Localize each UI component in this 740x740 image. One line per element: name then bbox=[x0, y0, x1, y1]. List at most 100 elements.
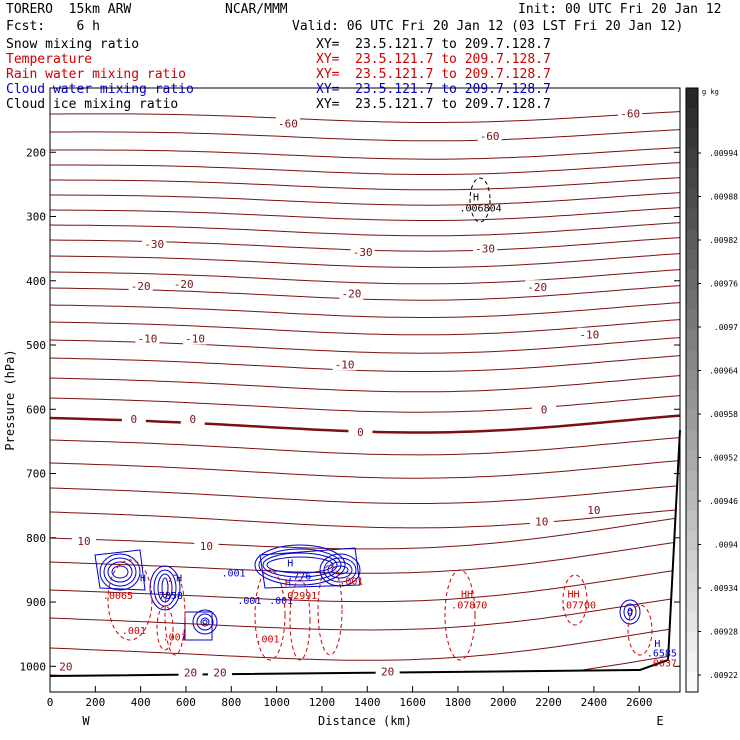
colorbar-swatch bbox=[686, 390, 698, 411]
colorbar-swatch bbox=[686, 249, 698, 270]
colorbar-swatch bbox=[686, 329, 698, 351]
y-tick-label: 600 bbox=[26, 403, 46, 416]
x-tick-label: 1200 bbox=[309, 696, 336, 709]
field-annotation: .6585 bbox=[647, 649, 677, 660]
isotherm-line bbox=[50, 147, 681, 160]
field-annotation: .001 bbox=[163, 633, 187, 644]
cloud-water-contour bbox=[192, 609, 218, 635]
cloud-water-contour bbox=[331, 565, 349, 575]
isotherm-label: -10 bbox=[138, 333, 158, 346]
colorbar-tick-label: .00964 bbox=[709, 367, 738, 376]
isotherm-label: -30 bbox=[353, 246, 373, 259]
x-right-end-label: E bbox=[656, 714, 663, 728]
isotherm-label-bg bbox=[473, 241, 498, 255]
field-annotation: H bbox=[654, 639, 660, 650]
colorbar-swatch bbox=[686, 450, 698, 472]
cloud-water-contour bbox=[259, 547, 361, 589]
field-annotation: .001 bbox=[256, 635, 280, 646]
colorbar-swatch bbox=[686, 671, 698, 693]
isotherm-label: -20 bbox=[527, 281, 547, 294]
y-tick-label: 1000 bbox=[20, 660, 47, 673]
isotherm-label: -10 bbox=[579, 329, 599, 342]
colorbar-swatch bbox=[686, 349, 698, 371]
colorbar-swatch bbox=[686, 88, 698, 109]
isotherm-label: 20 bbox=[213, 667, 226, 680]
field-annotation: .07870 bbox=[451, 600, 487, 611]
colorbar-tick-label: .00946 bbox=[709, 497, 738, 506]
field-annotation: H bbox=[287, 559, 293, 570]
isotherm-label: -60 bbox=[480, 130, 500, 143]
x-tick-label: 1800 bbox=[445, 696, 472, 709]
isotherm-line bbox=[49, 460, 681, 479]
field-xy-temperature: XY= 23.5.121.7 to 209.7.128.7 bbox=[316, 52, 551, 67]
y-tick-label: 200 bbox=[26, 146, 46, 159]
field-annotation: H bbox=[473, 192, 479, 203]
colorbar-unit: g kg bbox=[702, 88, 719, 96]
isotherm-label-bg bbox=[532, 402, 557, 416]
isotherm-label-bg bbox=[178, 665, 203, 679]
field-annotation: .001 bbox=[222, 568, 246, 579]
isotherm-label: 20 bbox=[59, 660, 72, 673]
cloud-water-contour bbox=[107, 561, 133, 583]
isotherm-label-bg bbox=[142, 237, 167, 251]
isotherm-label: -30 bbox=[475, 243, 495, 256]
rain-water-contour bbox=[444, 569, 476, 661]
isotherm-label: -20 bbox=[174, 278, 194, 291]
axes: 0 200 400 600 800 1000 1200 1400 1600 1800 2000 220… bbox=[20, 146, 680, 709]
colorbar-tick-label: .00958 bbox=[709, 410, 738, 419]
colorbar-swatch bbox=[686, 188, 698, 210]
x-tick-label: 1400 bbox=[354, 696, 381, 709]
field-name-cloud-ice: Cloud ice mixing ratio bbox=[6, 97, 179, 112]
isotherm-label-bg bbox=[375, 664, 400, 678]
colorbar-swatch bbox=[686, 510, 698, 532]
isotherm-line bbox=[49, 253, 681, 268]
cloud-water-contour bbox=[266, 556, 334, 574]
isotherm-line bbox=[50, 162, 681, 175]
isotherm-line bbox=[49, 437, 681, 456]
cloud-water-contour bbox=[196, 613, 214, 631]
colorbar-tick-label: .00994 bbox=[709, 149, 738, 158]
field-name-temperature: Temperature bbox=[6, 52, 93, 67]
isotherm-label: -20 bbox=[131, 280, 151, 293]
rain-water-contour bbox=[317, 564, 343, 656]
isotherm-label: 20 bbox=[184, 667, 197, 680]
rain-water-contour bbox=[107, 559, 153, 641]
isotherm-line bbox=[49, 517, 681, 550]
isotherm-label-bg bbox=[135, 331, 160, 345]
cloud-water-contour bbox=[258, 548, 342, 582]
field-annotation: H bbox=[140, 573, 146, 584]
colorbar-swatch bbox=[686, 128, 698, 149]
init-time: Init: 00 UTC Fri 20 Jan 12 bbox=[518, 2, 722, 17]
center-label: NCAR/MMM bbox=[225, 2, 288, 17]
isotherm-line bbox=[49, 485, 681, 504]
isotherm-label-bg bbox=[53, 659, 78, 673]
isotherm-label-bg bbox=[577, 327, 602, 341]
isotherm-label-bg bbox=[348, 424, 373, 438]
field-annotation: .001 bbox=[339, 577, 363, 588]
isotherm-line bbox=[49, 222, 681, 237]
isotherm-line bbox=[50, 192, 681, 206]
x-tick-label: 800 bbox=[221, 696, 241, 709]
isotherm-label-bg bbox=[529, 514, 554, 528]
colorbar-swatch bbox=[686, 611, 698, 633]
colorbar-tick-label: .00922 bbox=[709, 671, 738, 680]
isotherm-label: 10 bbox=[535, 516, 548, 529]
x-tick-label: 2200 bbox=[535, 696, 562, 709]
field-annotation: .776 bbox=[287, 572, 311, 583]
isotherm-label-bg bbox=[194, 539, 219, 553]
field-annotation: .006804 bbox=[459, 203, 501, 214]
y-tick-label: 500 bbox=[26, 339, 46, 352]
field-annotation: .0037 bbox=[647, 658, 677, 669]
rain-water-contour bbox=[627, 604, 653, 656]
colorbar-swatch bbox=[686, 470, 698, 492]
rain-water-contour bbox=[289, 579, 311, 661]
forecast-hour: Fcst: 6 h bbox=[6, 19, 100, 34]
y-tick-label: 900 bbox=[26, 596, 46, 609]
colorbar-swatch bbox=[686, 571, 698, 592]
x-tick-label: 2600 bbox=[626, 696, 653, 709]
colorbar-border bbox=[685, 87, 699, 693]
isotherm-label-bg bbox=[339, 286, 364, 300]
colorbar-swatch bbox=[686, 289, 698, 310]
isotherm-label: -30 bbox=[144, 238, 164, 251]
